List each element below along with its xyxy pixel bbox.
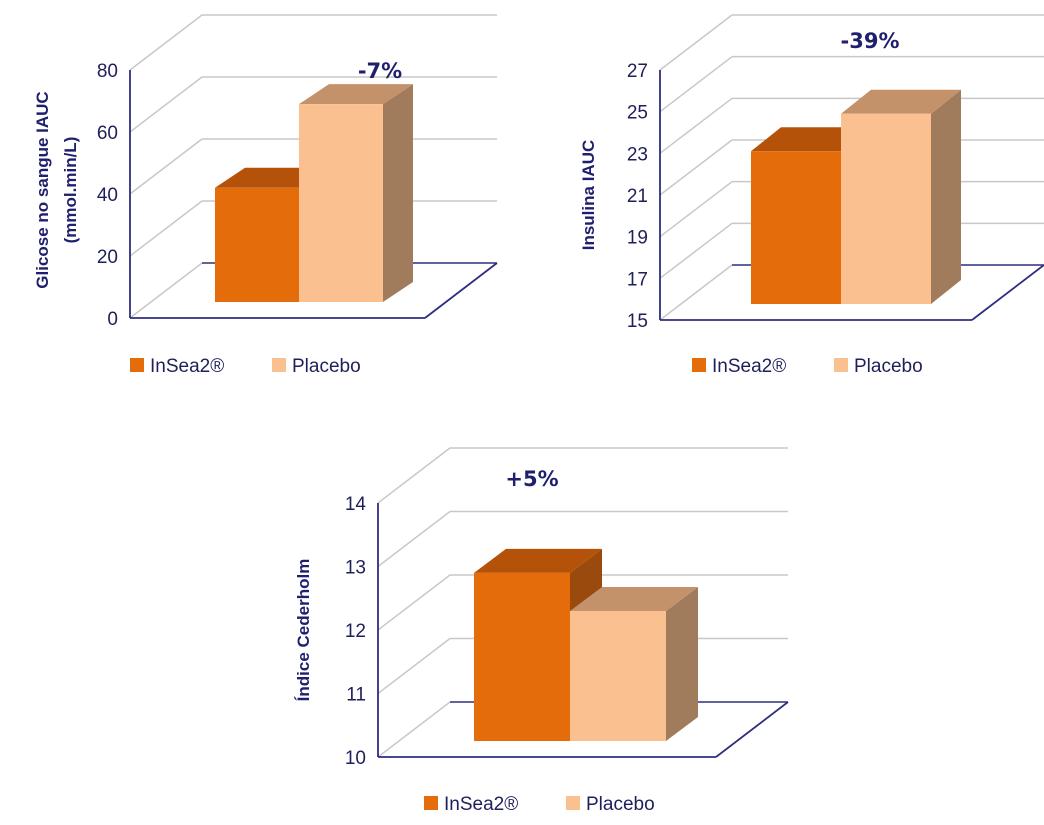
y-axis-label: (mmol.min/L) (61, 137, 80, 244)
bar-top-face (474, 548, 602, 573)
y-tick-label: 12 (345, 621, 366, 642)
y-tick-label: 21 (627, 186, 648, 207)
chart-panel-2: 15 17 19 21 23 25 27 Insulina IAUC -39% InSea2® Pl… (579, 14, 1044, 377)
legend-label-placebo: Placebo (586, 794, 655, 815)
y-tick-label: 80 (97, 61, 118, 82)
floor-right-edge (971, 264, 1044, 321)
bar-front-face (215, 187, 299, 302)
grid-diagonal (659, 264, 733, 321)
legend-label-placebo: Placebo (854, 356, 923, 377)
bar-front-face (751, 151, 841, 304)
bar-side-face (383, 84, 413, 302)
grid-diagonal (129, 138, 203, 195)
bar-front-face (841, 113, 931, 304)
bar-front-face (570, 610, 666, 741)
grid-diagonal (129, 14, 203, 71)
y-tick-label: 17 (627, 269, 648, 290)
change-annotation: +5% (505, 467, 558, 491)
y-tick-label: 40 (97, 185, 118, 206)
bar-side-face (666, 586, 698, 741)
chart-panel-3: 10 11 12 13 14 Índice Cederholm +5% InSea2® Plac… (294, 447, 789, 815)
floor-right-edge (424, 262, 498, 319)
chart-panel-1: 0 20 40 60 80 Glicose no sangue IAUC (mmol.min… (33, 14, 498, 377)
y-axis-label: Glicose no sangue IAUC (33, 91, 52, 288)
legend-swatch-placebo (566, 796, 580, 810)
bar-front-face (299, 104, 383, 302)
bar-front-face (474, 572, 570, 741)
grid-diagonal (659, 139, 733, 196)
y-axis-label: Insulina IAUC (579, 140, 598, 251)
y-tick-label: 0 (107, 309, 118, 330)
legend-label-placebo: Placebo (292, 356, 361, 377)
floor-right-edge (715, 701, 789, 758)
legend-swatch-placebo (834, 358, 848, 372)
y-tick-label: 14 (345, 494, 367, 515)
y-tick-label: 20 (97, 247, 118, 268)
grid-diagonal (659, 56, 733, 113)
y-axis-label: Índice Cederholm (294, 559, 313, 702)
change-annotation: -39% (841, 29, 900, 53)
grid-diagonal (129, 200, 203, 257)
bar-top-face (570, 586, 698, 611)
grid-diagonal (377, 637, 451, 695)
bar-placebo (570, 586, 698, 741)
legend: InSea2® Placebo (130, 356, 361, 377)
legend-label-insea2: InSea2® (150, 356, 224, 377)
bar-placebo (299, 84, 413, 302)
legend-swatch-insea2 (424, 796, 438, 810)
legend-label-insea2: InSea2® (444, 794, 518, 815)
legend-swatch-placebo (272, 358, 286, 372)
grid-diagonal (659, 222, 733, 279)
grid-diagonal (129, 262, 203, 319)
legend: InSea2® Placebo (692, 356, 923, 377)
bar-top-face (299, 84, 413, 105)
y-tick-label: 15 (627, 311, 648, 332)
bar-placebo (841, 89, 961, 304)
y-tick-label: 25 (627, 103, 648, 124)
y-tick-label: 11 (346, 685, 366, 706)
legend-swatch-insea2 (130, 358, 144, 372)
y-tick-label: 10 (345, 748, 366, 769)
change-annotation: -7% (358, 59, 402, 83)
grid-diagonal (659, 181, 733, 238)
grid-diagonal (377, 510, 451, 568)
y-tick-label: 13 (345, 558, 366, 579)
y-tick-label: 23 (627, 144, 648, 165)
y-tick-label: 60 (97, 123, 118, 144)
bar-top-face (841, 89, 961, 114)
grid-diagonal (377, 574, 451, 631)
grid-diagonal (377, 701, 451, 758)
grid-diagonal (659, 14, 733, 71)
legend-label-insea2: InSea2® (712, 356, 786, 377)
y-tick-label: 19 (627, 228, 648, 249)
grid-diagonal (129, 76, 203, 133)
legend: InSea2® Placebo (424, 794, 655, 815)
grid-diagonal (377, 447, 451, 504)
grid-diagonal (659, 97, 733, 154)
bar-side-face (931, 89, 961, 304)
y-tick-label: 27 (627, 61, 648, 82)
legend-swatch-insea2 (692, 358, 706, 372)
